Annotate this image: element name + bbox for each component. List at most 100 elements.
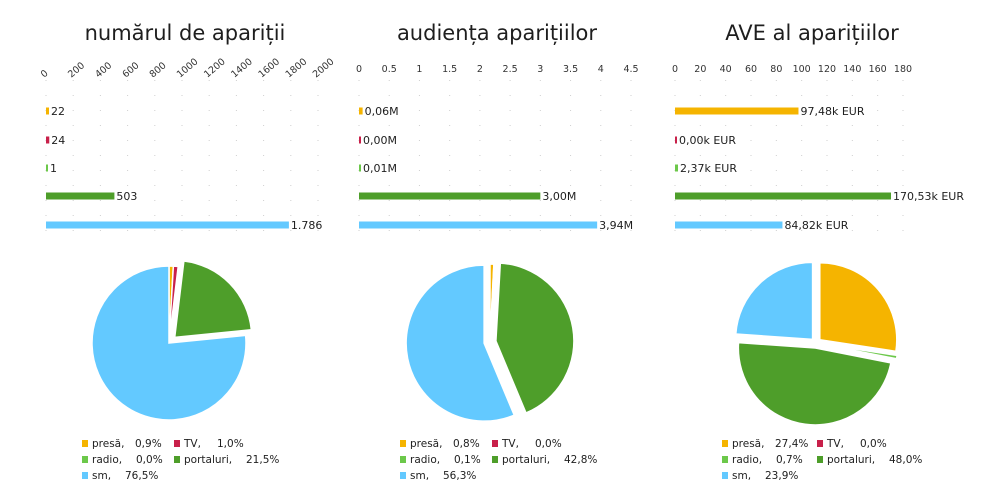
x-tick-label: 1 [416,64,422,75]
data-label: 3,00M [542,190,576,203]
legend-name: radio, [410,454,440,466]
legend-value: 0,0% [860,438,887,450]
x-tick-label: 800 [148,60,169,80]
legend-value: 42,8% [564,454,597,466]
legend-name: sm, [732,470,751,482]
legend-name: presă, [92,438,124,450]
x-tick-label: 140 [843,64,861,75]
pie-chart-2 [734,261,898,426]
legend-swatch-portaluri [817,456,823,463]
legend-value: 23,9% [765,470,798,482]
legend-swatch-tv [817,440,823,447]
legend-name: radio, [92,454,122,466]
x-tick-label: 40 [720,64,732,75]
legend-swatch-presa [82,440,88,447]
x-tick-label: 60 [745,64,757,75]
pie-legends: presă, 0,9% TV, 1,0% radio, 0,0% portaluri, 21,… [82,438,922,482]
x-tick-label: 160 [869,64,887,75]
legend-swatch-portaluri [492,456,498,463]
legend-name: presă, [732,438,764,450]
x-tick-label: 0 [672,64,678,75]
pie-slice-radio [489,263,496,343]
legend-value: 0,0% [136,454,163,466]
pie-slice-portaluri [495,262,575,414]
pie-slice-portaluri [737,341,892,426]
x-tick-label: 1800 [284,56,310,80]
x-tick-label: 0 [356,64,362,75]
bar-chart-2: 0 20 40 60 80 100 120 140 160 180 97,48k EUR 0,00k … [672,64,964,240]
data-label: 1 [50,162,57,175]
x-tick-label: 400 [93,60,114,80]
pie-slice-sm [405,264,516,422]
legend-name: TV, [826,438,844,450]
pie-legend-1: presă, 0,8% TV, 0,0% radio, 0,1% portaluri, 42,… [400,438,597,482]
data-label: 84,82k EUR [784,219,848,232]
x-tick-label: 3.5 [563,64,578,75]
legend-swatch-radio [722,456,728,463]
data-label: 170,53k EUR [893,190,964,203]
x-tick-label: 1000 [175,56,201,80]
pie-charts [91,260,898,426]
legend-name: radio, [732,454,762,466]
x-tick-label: 4.5 [623,64,638,75]
x-tick-label: 2.5 [503,64,518,75]
bar-presa [46,107,49,115]
bar-radio [46,164,48,172]
bar-presa [675,107,799,115]
legend-name: sm, [410,470,429,482]
legend-swatch-radio [400,456,406,463]
legend-swatch-presa [400,440,406,447]
legend-value: 21,5% [246,454,279,466]
legend-value: 0,8% [453,438,480,450]
legend-value: 0,1% [454,454,481,466]
x-tick-label: 120 [818,64,836,75]
legend-value: 56,3% [443,470,476,482]
pie-slice-portaluri [173,260,253,339]
legend-swatch-tv [174,440,180,447]
bar-radio [675,164,679,172]
pie-legend-2: presă, 27,4% TV, 0,0% radio, 0,7% portaluri, 48… [722,438,922,482]
pie-chart-0 [91,260,253,421]
x-tick-label: 2 [477,64,483,75]
x-tick-label: 1600 [256,56,282,80]
legend-swatch-sm [722,472,728,479]
legend-swatch-sm [400,472,406,479]
data-label: 24 [51,134,65,147]
bar-radio [359,164,361,172]
legend-value: 48,0% [889,454,922,466]
pie-chart-1 [405,262,575,422]
x-tick-label: 4 [598,64,604,75]
legend-name: portaluri, [502,454,550,466]
data-label: 3,94M [599,219,633,232]
bar-charts: 0 200 400 600 800 1000 1200 1400 1600 1800 2000222… [39,56,964,240]
bar-portaluri [46,192,115,200]
bar-tv [359,136,361,144]
chart-title-ave: AVE al aparițiilor [725,21,899,45]
x-tick-label: 0.5 [382,64,397,75]
x-tick-label: 3 [537,64,543,75]
data-label: 22 [51,105,65,118]
legend-name: presă, [410,438,442,450]
bar-sm [675,221,783,229]
x-tick-label: 1400 [229,56,255,80]
x-tick-label: 2000 [311,56,337,80]
x-tick-label: 1200 [202,56,228,80]
x-tick-label: 600 [120,60,141,80]
data-label: 2,37k EUR [680,162,737,175]
legend-value: 76,5% [125,470,158,482]
bar-chart-0: 0 200 400 600 800 1000 1200 1400 1600 1800 2000 22 2… [39,56,337,240]
bar-tv [46,136,50,144]
legend-swatch-tv [492,440,498,447]
pie-slice-tv [168,265,180,344]
x-tick-label: 100 [793,64,811,75]
legend-value: 0,9% [135,438,162,450]
bar-portaluri [359,192,541,200]
legend-value: 0,7% [776,454,803,466]
pie-legend-0: presă, 0,9% TV, 1,0% radio, 0,0% portaluri, 21,… [82,438,279,482]
legend-name: portaluri, [184,454,232,466]
pie-slice-sm [91,265,247,421]
legend-name: TV, [501,438,519,450]
pie-slice-radio [820,343,898,360]
legend-swatch-radio [82,456,88,463]
